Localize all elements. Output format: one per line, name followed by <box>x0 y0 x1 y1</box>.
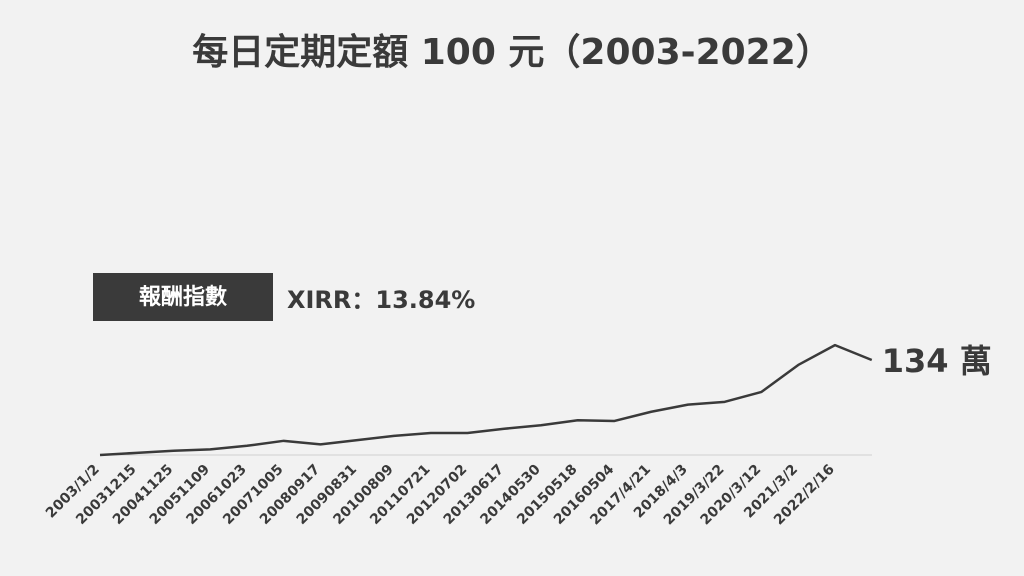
chart-title: 每日定期定額 100 元（2003-2022） <box>192 32 832 73</box>
tag-box <box>93 273 273 321</box>
value-label: 134 萬 <box>882 342 992 380</box>
tag-label: 報酬指數 <box>139 284 227 310</box>
annotation: XIRR：13.84% <box>287 286 475 314</box>
line <box>99 343 873 457</box>
